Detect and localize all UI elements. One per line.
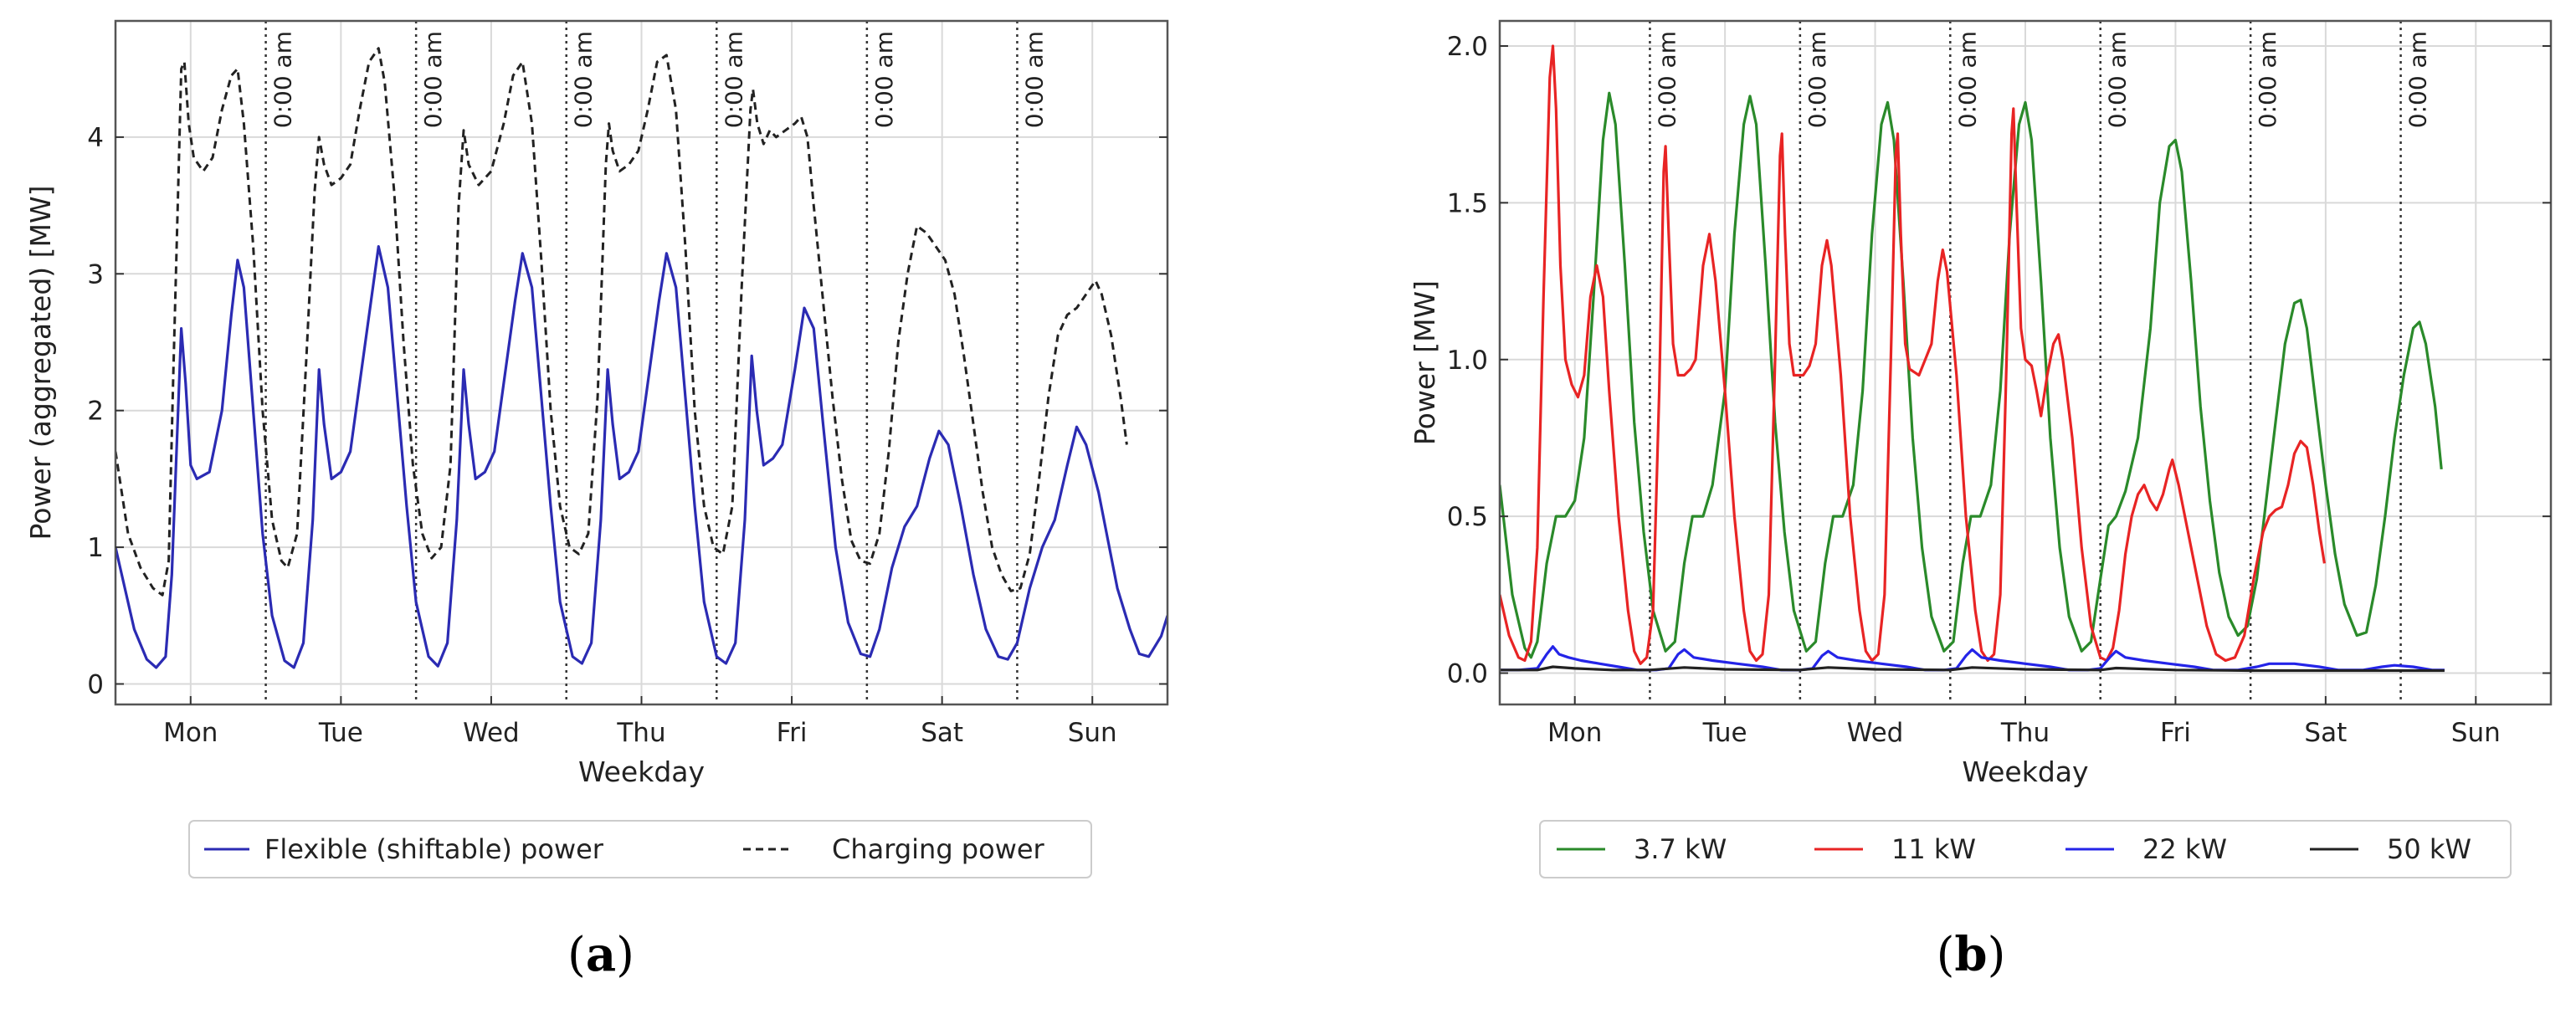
panel-b-y-tick-label: 1.5 xyxy=(1447,188,1488,218)
panel-a-series-line-1 xyxy=(115,47,1128,597)
panel-b-midnight-label: 0:00 am xyxy=(1653,31,1681,128)
panel-a-midnight-label: 0:00 am xyxy=(720,31,747,128)
panel-a-y-axis-title: Power (aggregated) [MW] xyxy=(24,186,57,540)
panel-b-y-tick-label: 0.5 xyxy=(1447,502,1488,532)
panel-a-x-tick-label: Thu xyxy=(616,718,665,748)
panel-a-x-tick-label: Wed xyxy=(463,718,520,748)
panel-b-y-tick-label: 1.0 xyxy=(1447,346,1488,376)
panel-a-legend-box xyxy=(188,820,1092,878)
panel-a-x-axis-title: Weekday xyxy=(578,755,705,788)
panel-b-legend-label-0: 3.7 kW xyxy=(1634,833,1727,865)
panel-b-legend-label-1: 11 kW xyxy=(1891,833,1976,865)
panel-b-x-tick-label: Sat xyxy=(2304,718,2347,748)
panel-b-midnight-label: 0:00 am xyxy=(2254,31,2281,128)
panel-a-x-tick-label: Fri xyxy=(777,718,808,748)
panel-b-x-tick-label: Sun xyxy=(2451,718,2501,748)
panel-a-midnight-label: 0:00 am xyxy=(419,31,447,128)
panel-b-legend-label-2: 22 kW xyxy=(2142,833,2227,865)
panel-a-series-line-0 xyxy=(115,245,1167,669)
panel-a-y-tick-label: 3 xyxy=(87,259,104,289)
panel-b-series-line-1 xyxy=(1500,44,2326,665)
panel-b-x-tick-label: Fri xyxy=(2160,718,2191,748)
panel-b-legend-label-3: 50 kW xyxy=(2387,833,2471,865)
panel-b-y-tick-label: 2.0 xyxy=(1447,32,1488,62)
panel-b-legend: 3.7 kW 11 kW 22 kW 50 kW xyxy=(1539,820,2512,878)
panel-b-midnight-label: 0:00 am xyxy=(2404,31,2432,128)
panel-a-legend-label-0: Flexible (shiftable) power xyxy=(264,833,604,865)
panel-a-y-tick-label: 1 xyxy=(87,533,104,563)
panel-a-x-tick-label: Sat xyxy=(921,718,963,748)
panel-a-midnight-label: 0:00 am xyxy=(570,31,598,128)
panel-b-caption: (b) xyxy=(1937,927,2006,982)
panel-b-x-tick-label: Wed xyxy=(1847,718,1904,748)
panel-a-x-tick-label: Tue xyxy=(318,718,363,748)
panel-b-x-tick-label: Tue xyxy=(1702,718,1747,748)
panel-a-y-tick-label: 0 xyxy=(87,669,104,699)
panel-a-y-tick-label: 2 xyxy=(87,397,104,427)
panel-b-midnight-label: 0:00 am xyxy=(2104,31,2132,128)
panel-a-midnight-label: 0:00 am xyxy=(870,31,898,128)
panel-a-midnight-label: 0:00 am xyxy=(1020,31,1048,128)
panel-b-x-axis-title: Weekday xyxy=(1962,755,2088,788)
panel-a-x-tick-label: Mon xyxy=(163,718,218,748)
panel-b-x-tick-label: Mon xyxy=(1547,718,1602,748)
panel-b-y-tick-label: 0.0 xyxy=(1447,659,1488,689)
panel-a-caption: (a) xyxy=(567,927,634,982)
panel-a-legend: Flexible (shiftable) power Charging power xyxy=(188,820,1092,878)
panel-a-y-tick-label: 4 xyxy=(87,123,104,153)
panel-a-midnight-label: 0:00 am xyxy=(269,31,297,128)
panel-b-midnight-label: 0:00 am xyxy=(1953,31,1981,128)
panel-b-midnight-label: 0:00 am xyxy=(1804,31,1831,128)
panel-b-series-line-3 xyxy=(1500,665,2445,673)
panel-a-chart: 0:00 am 0:00 am 0:00 am 0:00 am 0:00 am 0:00 … xyxy=(24,19,1169,982)
panel-b-x-tick-label: Thu xyxy=(2000,718,2050,748)
panel-b-chart: 0:00 am 0:00 am 0:00 am 0:00 am 0:00 am 0:00 … xyxy=(1409,19,2553,982)
panel-a-legend-label-1: Charging power xyxy=(832,833,1045,865)
panel-a-x-tick-label: Sun xyxy=(1068,718,1117,748)
panel-b-legend-box xyxy=(1539,820,2512,878)
panel-b-series-line-0 xyxy=(1500,91,2443,659)
panel-b-y-axis-title: Power [MW] xyxy=(1409,280,1441,445)
